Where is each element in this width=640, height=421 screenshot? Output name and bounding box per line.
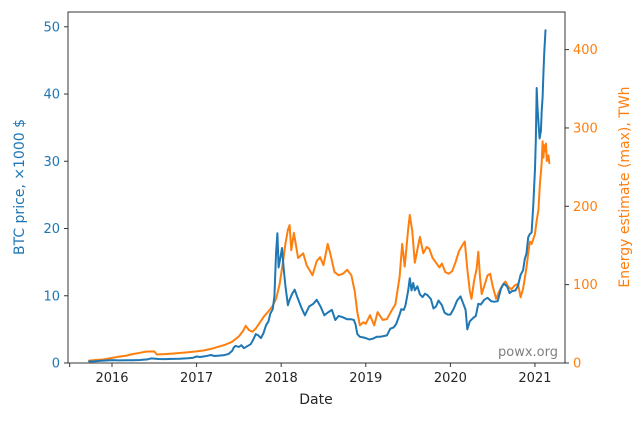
x-axis-label: Date bbox=[299, 392, 332, 408]
y-right-tick-label: 200 bbox=[573, 200, 598, 215]
y-right-tick-label: 100 bbox=[573, 278, 598, 293]
y-left-tick-label: 0 bbox=[52, 357, 60, 372]
y-left-tick-label: 10 bbox=[43, 289, 60, 304]
x-tick-label: 2017 bbox=[180, 371, 213, 386]
series-group bbox=[88, 29, 551, 363]
watermark: powx.org bbox=[498, 345, 558, 360]
y-axis-left-label: BTC price, ×1000 $ bbox=[12, 119, 28, 255]
y-axis-left-ticks: 0 10 20 30 40 50 bbox=[43, 20, 68, 372]
x-axis-ticks: 2016 2017 2018 2019 2020 2021 bbox=[69, 363, 552, 386]
x-tick-label: 2020 bbox=[434, 371, 467, 386]
y-left-tick-label: 20 bbox=[43, 222, 60, 237]
y-right-tick-label: 400 bbox=[573, 43, 598, 58]
y-left-tick-label: 50 bbox=[43, 20, 60, 35]
x-tick-label: 2019 bbox=[349, 371, 382, 386]
y-right-tick-label: 0 bbox=[573, 357, 581, 372]
y-right-tick-label: 300 bbox=[573, 121, 598, 136]
y-left-tick-label: 40 bbox=[43, 88, 60, 103]
x-tick-label: 2018 bbox=[265, 371, 298, 386]
y-axis-right-ticks: 0 100 200 300 400 bbox=[565, 43, 598, 372]
y-axis-right-label: Energy estimate (max), TWh bbox=[617, 86, 633, 287]
x-tick-label: 2016 bbox=[95, 371, 128, 386]
series-btc bbox=[88, 29, 547, 363]
y-left-tick-label: 30 bbox=[43, 155, 60, 170]
plot-border bbox=[67, 11, 566, 364]
series-energy bbox=[88, 140, 551, 362]
x-tick-label: 2021 bbox=[518, 371, 551, 386]
